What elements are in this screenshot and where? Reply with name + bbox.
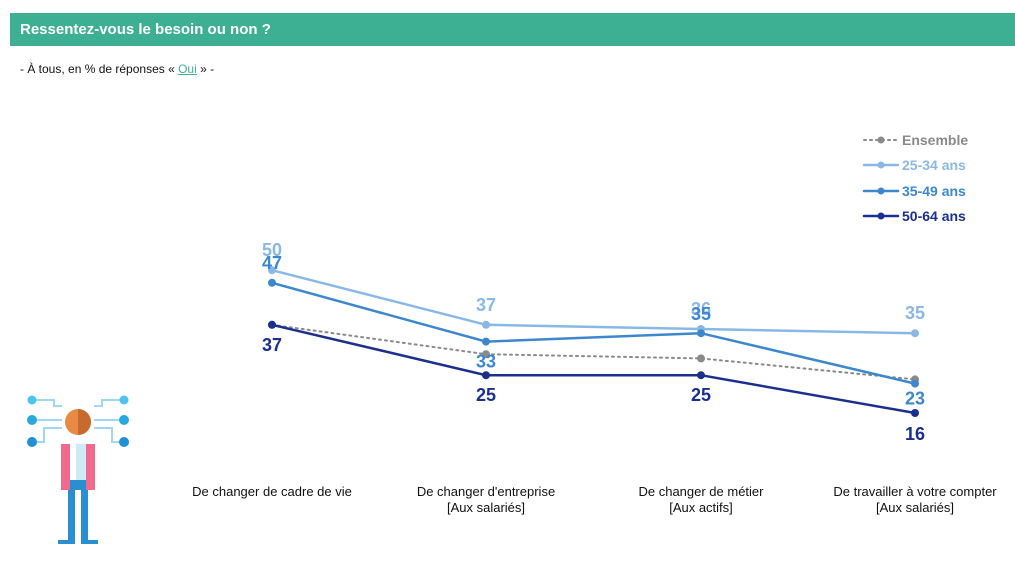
category-label: De changer de cadre de vie bbox=[192, 484, 352, 499]
data-point-35-49-ans bbox=[482, 337, 490, 346]
legend-item-25-34-ans: 25-34 ans bbox=[862, 153, 968, 179]
data-point-25-34-ans bbox=[482, 320, 490, 329]
data-point-ensemble bbox=[482, 350, 490, 359]
legend-swatch bbox=[863, 136, 899, 144]
person-illustration-icon bbox=[27, 395, 129, 544]
data-point-50-64-ans bbox=[268, 320, 276, 329]
data-point-25-34-ans bbox=[268, 266, 276, 275]
legend-label: 50-64 ans bbox=[902, 208, 966, 225]
data-label-25-34-ans: 36 bbox=[691, 299, 711, 319]
data-point-35-49-ans bbox=[911, 379, 919, 388]
legend-label: Ensemble bbox=[902, 131, 969, 148]
data-label-50-64-ans: 37 bbox=[262, 335, 282, 355]
data-point-50-64-ans bbox=[911, 409, 919, 417]
subtitle-suffix: » - bbox=[196, 62, 215, 76]
subtitle-prefix: - À tous, en % de réponses « bbox=[20, 62, 179, 76]
data-point-35-49-ans bbox=[697, 329, 705, 338]
legend-swatch bbox=[862, 187, 900, 195]
series-line-ensemble bbox=[271, 323, 916, 381]
data-label-35-49-ans: 47 bbox=[262, 253, 282, 273]
category-label: De travailler à votre compter [Aux salari… bbox=[833, 484, 997, 515]
category-label: De changer de métier [Aux actifs] bbox=[638, 484, 764, 515]
subtitle-oui-link[interactable]: Oui bbox=[178, 62, 197, 76]
data-point-50-64-ans bbox=[697, 371, 705, 380]
data-label-50-64-ans: 25 bbox=[691, 385, 711, 405]
data-label-50-64-ans: 25 bbox=[476, 385, 496, 405]
data-label-35-49-ans: 23 bbox=[905, 389, 925, 409]
data-label-25-34-ans: 35 bbox=[905, 303, 925, 323]
data-label-25-34-ans: 50 bbox=[262, 240, 282, 260]
data-point-50-64-ans bbox=[482, 371, 490, 380]
category-label: De changer d'entreprise [Aux salariés] bbox=[416, 484, 556, 515]
series-line-25-34-ans bbox=[270, 268, 917, 335]
data-label-35-49-ans: 33 bbox=[476, 352, 496, 372]
legend-item-35-49-ans: 35-49 ans bbox=[862, 178, 968, 204]
data-label-35-49-ans: 35 bbox=[691, 304, 711, 324]
page-title: Ressentez-vous le besoin ou non ? bbox=[20, 21, 271, 38]
series-line-50-64-ans bbox=[270, 323, 917, 415]
data-point-35-49-ans bbox=[268, 278, 276, 287]
legend-label: 35-49 ans bbox=[902, 182, 966, 199]
data-label-50-64-ans: 16 bbox=[905, 424, 925, 444]
chart-legend: Ensemble 25-34 ans 35-49 ans 50-64 ans bbox=[862, 127, 968, 229]
series-line-35-49-ans bbox=[270, 281, 917, 385]
legend-item-50-64-ans: 50-64 ans bbox=[862, 204, 968, 230]
legend-label: 25-34 ans bbox=[902, 157, 966, 174]
subtitle: - À tous, en % de réponses « Oui » - bbox=[20, 62, 214, 76]
legend-swatch bbox=[862, 212, 900, 220]
header-bar: Ressentez-vous le besoin ou non ? bbox=[10, 13, 1015, 46]
data-label-25-34-ans: 37 bbox=[476, 295, 496, 315]
legend-item-ensemble: Ensemble bbox=[862, 127, 968, 153]
data-point-25-34-ans bbox=[911, 329, 919, 338]
legend-swatch bbox=[862, 161, 900, 169]
data-point-ensemble bbox=[697, 354, 705, 363]
